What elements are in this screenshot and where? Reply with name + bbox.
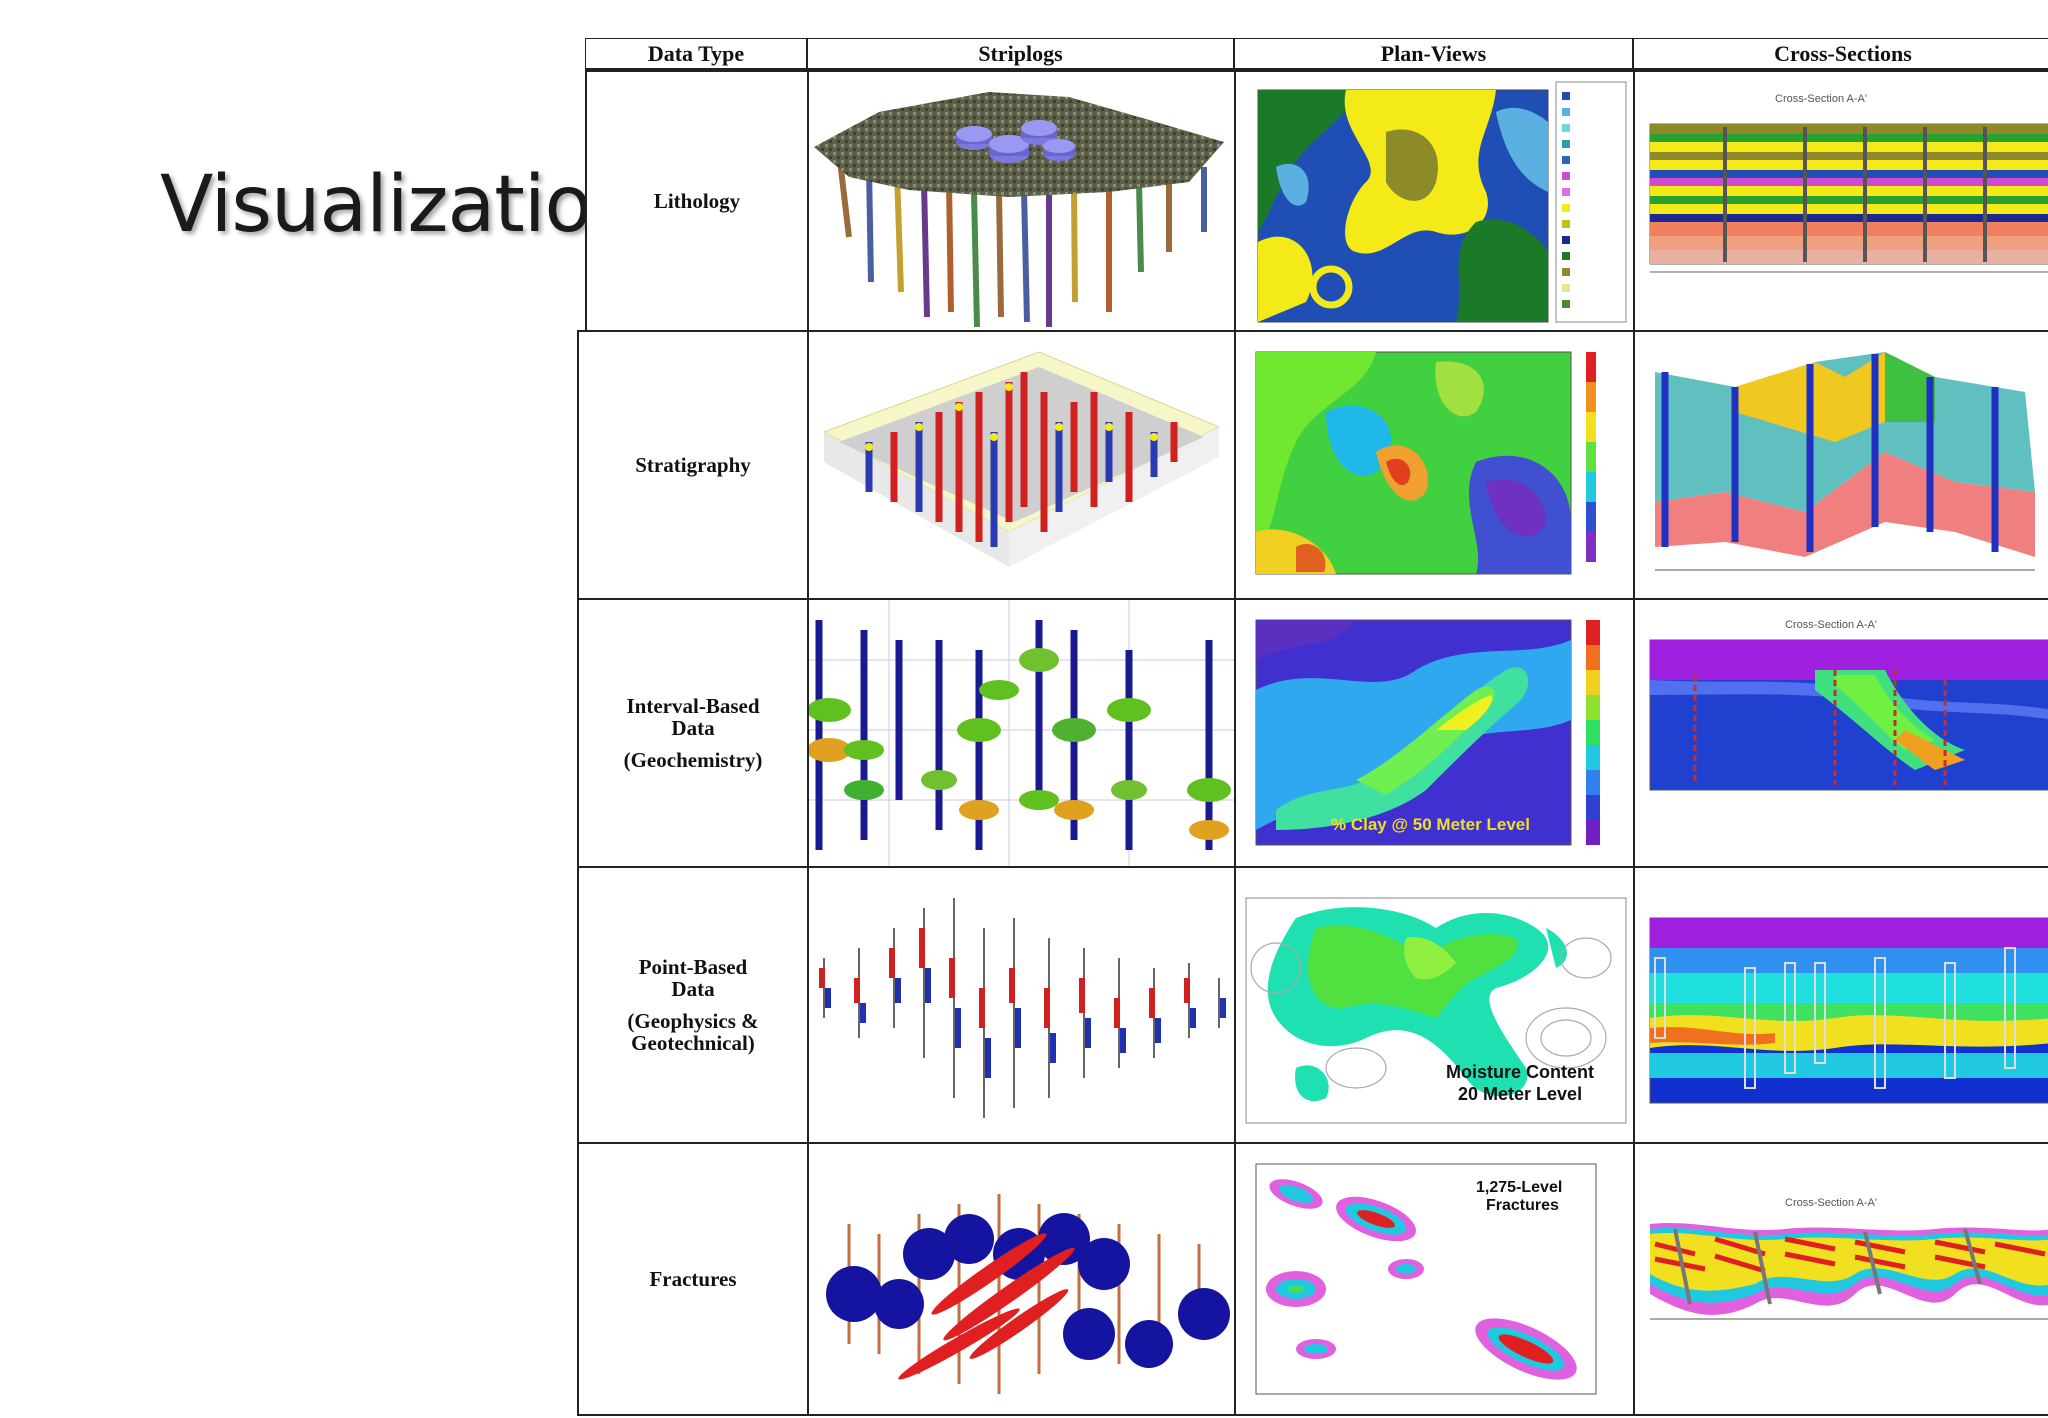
lithology-planview	[1234, 70, 1635, 332]
header-data-type: Data Type	[585, 38, 807, 70]
lithology-striplog	[807, 70, 1236, 332]
fractures-label-2: Fractures	[1486, 1197, 1559, 1214]
clay-level-label: % Clay @ 50 Meter Level	[1331, 815, 1530, 834]
cross-section-title-2: Cross-Section A-A'	[1785, 619, 1877, 631]
point-columns	[823, 898, 1220, 1118]
interval-planview: % Clay @ 50 Meter Level	[1234, 598, 1635, 868]
fracture-zones	[1266, 1179, 1577, 1380]
lithology-legend	[1555, 81, 1627, 323]
fractures-planview: 1,275-Level Fractures	[1234, 1142, 1635, 1416]
fractures-label-1: 1,275-Level	[1476, 1179, 1562, 1196]
interval-striplog	[807, 598, 1236, 868]
fractures-cross-section: Cross-Section A-A'	[1633, 1142, 2048, 1416]
interval-colorbar	[1586, 620, 1600, 845]
point-planview: Moisture Content 20 Meter Level	[1234, 866, 1635, 1144]
header-striplogs: Striplogs	[807, 38, 1234, 70]
row-label-interval-based-data: Interval-Based Data (Geochemistry)	[577, 598, 809, 868]
header-plan-views: Plan-Views	[1234, 38, 1633, 70]
interval-cross-section: Cross-Section A-A'	[1633, 598, 2048, 868]
borehole-columns	[836, 151, 1207, 328]
tanks	[956, 120, 1075, 163]
row-label-fractures: Fractures	[577, 1142, 809, 1416]
stratigraphy-cross-section	[1633, 330, 2048, 600]
moisture-label-1: Moisture Content	[1446, 1062, 1594, 1082]
fracture-discs	[826, 1213, 1230, 1368]
moisture-label-2: 20 Meter Level	[1458, 1084, 1582, 1104]
fracture-planes	[898, 1233, 1075, 1380]
row-label-stratigraphy: Stratigraphy	[577, 330, 809, 600]
stratigraphy-planview	[1234, 330, 1635, 600]
slide-title: Visualization	[160, 160, 641, 250]
cross-section-title-1: Cross-Section A-A'	[1775, 93, 1867, 105]
cross-section-title-3: Cross-Section A-A'	[1785, 1197, 1877, 1209]
row-label-point-based-data: Point-Based Data (Geophysics & Geotechni…	[577, 866, 809, 1144]
visualization-table: Data Type Striplogs Plan-Views Cross-Sec…	[577, 38, 2048, 1416]
header-cross-sections: Cross-Sections	[1633, 38, 2048, 70]
interval-discs	[809, 648, 1231, 840]
fractures-striplog	[807, 1142, 1236, 1416]
point-striplog	[807, 866, 1236, 1144]
row-label-lithology: Lithology	[585, 70, 809, 332]
strat-colorbar	[1586, 352, 1596, 562]
stratigraphy-striplog	[807, 330, 1236, 600]
strat-columns	[865, 372, 1178, 547]
point-cross-section	[1633, 866, 2048, 1144]
lithology-cross-section: Cross-Section A-A'	[1633, 70, 2048, 332]
